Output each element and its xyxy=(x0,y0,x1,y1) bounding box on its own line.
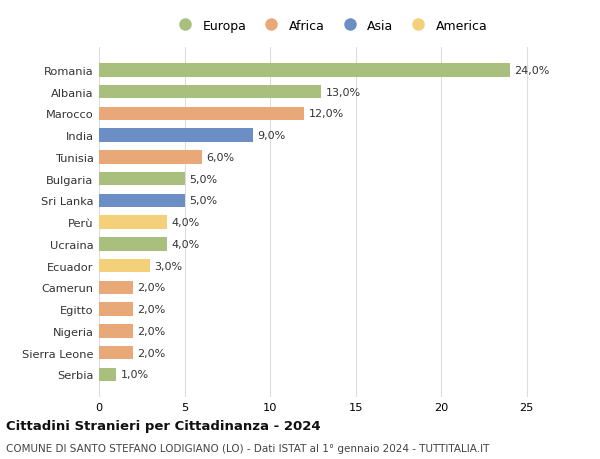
Bar xyxy=(99,173,185,186)
Text: 4,0%: 4,0% xyxy=(172,218,200,228)
Text: 2,0%: 2,0% xyxy=(137,283,166,293)
Text: COMUNE DI SANTO STEFANO LODIGIANO (LO) - Dati ISTAT al 1° gennaio 2024 - TUTTITA: COMUNE DI SANTO STEFANO LODIGIANO (LO) -… xyxy=(6,443,490,453)
Text: 4,0%: 4,0% xyxy=(172,239,200,249)
Text: 5,0%: 5,0% xyxy=(189,174,217,184)
Text: 2,0%: 2,0% xyxy=(137,348,166,358)
Text: 2,0%: 2,0% xyxy=(137,304,166,314)
Bar xyxy=(99,302,133,316)
Text: 3,0%: 3,0% xyxy=(155,261,183,271)
Legend: Europa, Africa, Asia, America: Europa, Africa, Asia, America xyxy=(172,20,488,33)
Text: 1,0%: 1,0% xyxy=(121,369,149,380)
Text: 6,0%: 6,0% xyxy=(206,152,234,162)
Text: 13,0%: 13,0% xyxy=(326,88,361,97)
Bar xyxy=(99,368,116,381)
Bar xyxy=(99,216,167,230)
Bar xyxy=(99,194,185,207)
Bar xyxy=(99,107,304,121)
Bar xyxy=(99,86,322,99)
Text: 5,0%: 5,0% xyxy=(189,196,217,206)
Bar xyxy=(99,346,133,359)
Text: 9,0%: 9,0% xyxy=(257,131,286,141)
Text: 2,0%: 2,0% xyxy=(137,326,166,336)
Text: 12,0%: 12,0% xyxy=(308,109,344,119)
Bar xyxy=(99,64,509,78)
Bar xyxy=(99,129,253,143)
Bar xyxy=(99,238,167,251)
Bar xyxy=(99,151,202,164)
Text: Cittadini Stranieri per Cittadinanza - 2024: Cittadini Stranieri per Cittadinanza - 2… xyxy=(6,419,320,432)
Text: 24,0%: 24,0% xyxy=(514,66,550,76)
Bar xyxy=(99,259,151,273)
Bar xyxy=(99,281,133,294)
Bar xyxy=(99,325,133,338)
